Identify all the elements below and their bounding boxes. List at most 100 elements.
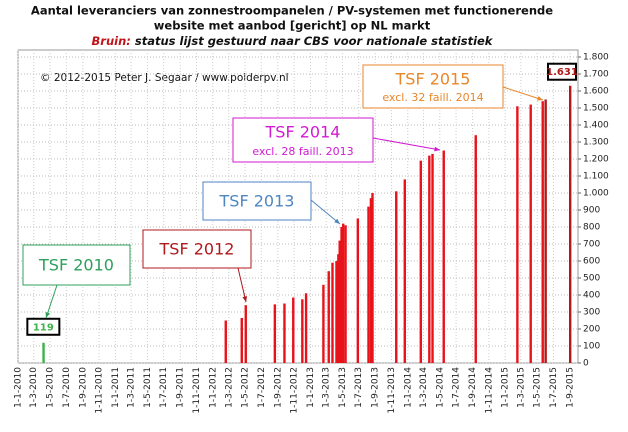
bar [341, 223, 345, 363]
y-tick-label: 1.400 [583, 121, 609, 131]
chart-subtitle: Bruin: status lijst gestuurd naar CBS vo… [92, 34, 494, 48]
bar [516, 106, 519, 364]
x-tick-label: 1-11-2011 [192, 367, 202, 414]
y-tick-label: 800 [583, 223, 600, 233]
bar [244, 305, 247, 363]
bar [419, 160, 422, 363]
y-tick-label: 1.700 [583, 70, 609, 80]
annotation-box [202, 181, 312, 221]
bar [322, 284, 325, 363]
bar [42, 342, 45, 363]
x-tick-label: 1-7-2014 [452, 367, 462, 408]
bar [327, 271, 330, 363]
y-tick-label: 1.000 [583, 189, 609, 199]
bar [331, 262, 334, 363]
x-tick-label: 1-7-2011 [159, 367, 169, 408]
chart-title: Aantal leveranciers van zonnestroompanel… [31, 4, 553, 18]
annotation-box [22, 244, 131, 286]
bar [529, 104, 532, 363]
x-tick-label: 1-7-2015 [549, 367, 559, 408]
x-tick-label: 1-11-2014 [484, 367, 494, 414]
x-tick-label: 1-11-2013 [387, 367, 397, 414]
x-tick-label: 1-9-2014 [468, 367, 478, 408]
y-tick-label: 1.100 [583, 172, 609, 182]
annotation-text: TSF 2012 [159, 240, 235, 259]
value-label-box [546, 62, 577, 81]
annotation-text: TSF 2010 [38, 256, 114, 275]
x-tick-label: 1-7-2012 [257, 367, 267, 408]
bar [344, 225, 347, 363]
y-tick-label: 300 [583, 308, 600, 318]
y-tick-label: 0 [583, 359, 589, 369]
annotation-text: TSF 2013 [219, 192, 295, 211]
x-tick-label: 1-9-2013 [371, 367, 381, 408]
annotation-text: TSF 2015 [395, 70, 471, 89]
x-tick-label: 1-5-2013 [338, 367, 348, 408]
bar [338, 240, 341, 363]
y-tick-label: 1.200 [583, 155, 609, 165]
y-tick-label: 900 [583, 206, 600, 216]
y-tick-label: 1.600 [583, 87, 609, 97]
x-tick-label: 1-5-2010 [46, 367, 56, 408]
arrow-head [242, 296, 248, 302]
bar [335, 261, 338, 363]
x-tick-label: 1-5-2014 [435, 367, 445, 408]
y-tick-label: 1.300 [583, 138, 609, 148]
y-tick-label: 200 [583, 325, 600, 335]
arrow-head [537, 96, 543, 101]
x-tick-label: 1-3-2010 [29, 367, 39, 408]
arrow-head [334, 218, 340, 224]
y-tick-label: 500 [583, 274, 600, 284]
bar [541, 101, 544, 363]
y-tick-label: 600 [583, 257, 600, 267]
x-tick-label: 1-7-2010 [62, 367, 72, 408]
bar [356, 218, 360, 363]
bar [369, 198, 373, 363]
annotation-box [142, 229, 252, 269]
bar [431, 153, 434, 363]
x-tick-label: 1-9-2015 [565, 367, 575, 408]
x-tick-label: 1-7-2013 [354, 367, 364, 408]
y-tick-label: 1.500 [583, 104, 609, 114]
bar [442, 150, 445, 363]
bar [371, 193, 374, 363]
arrow-head [45, 312, 50, 318]
annotation-arrow [45, 284, 58, 319]
bar [395, 191, 398, 363]
bar [340, 227, 343, 363]
x-tick-label: 1-1-2012 [208, 367, 218, 408]
annotation-box [232, 117, 374, 163]
bar [568, 85, 572, 363]
x-tick-label: 1-9-2010 [78, 367, 88, 408]
bar [304, 293, 308, 363]
annotation-arrow [372, 137, 441, 151]
bar [428, 155, 431, 363]
annotation-sub: excl. 28 faill. 2013 [252, 145, 353, 158]
x-tick-label: 1-3-2011 [127, 367, 137, 408]
bar [283, 303, 286, 363]
bar [367, 206, 370, 363]
subtitle-text: status lijst gestuurd naar CBS voor nati… [131, 34, 494, 48]
copyright: © 2012-2015 Peter J. Segaar / www.polder… [40, 72, 289, 84]
bar [544, 99, 547, 363]
subtitle-lead: Bruin: [92, 34, 131, 48]
chart-title: website met aanbod [gericht] op NL markt [154, 19, 431, 33]
x-tick-label: 1-9-2012 [273, 367, 283, 408]
x-tick-label: 1-5-2011 [143, 367, 153, 408]
x-tick-label: 1-3-2013 [322, 367, 332, 408]
annotation-arrow [502, 86, 544, 101]
x-tick-label: 1-1-2014 [403, 367, 413, 408]
x-tick-label: 1-5-2012 [241, 367, 251, 408]
bar [292, 297, 295, 363]
y-tick-label: 1.800 [583, 53, 609, 63]
arrow-head [434, 146, 440, 152]
x-tick-label: 1-1-2013 [306, 367, 316, 408]
value-label: 119 [33, 322, 54, 333]
x-tick-label: 1-1-2010 [14, 367, 24, 408]
x-tick-label: 1-5-2015 [533, 367, 543, 408]
y-tick-label: 100 [583, 342, 600, 352]
x-tick-label: 1-3-2015 [516, 367, 526, 408]
bar [273, 304, 277, 363]
annotation-sub: excl. 32 faill. 2014 [382, 91, 483, 104]
